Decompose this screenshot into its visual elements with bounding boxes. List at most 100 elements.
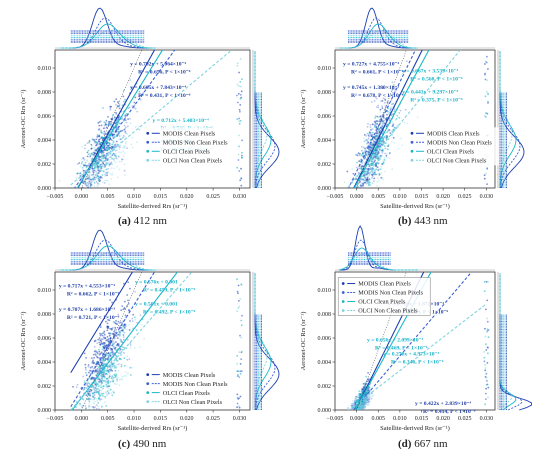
scatter-point: [121, 104, 124, 107]
scatter-point: [81, 167, 84, 169]
scatter-point: [101, 405, 103, 408]
scatter-point: [92, 362, 95, 365]
scatter-point: [374, 124, 376, 126]
scatter-point: [359, 185, 362, 187]
scatter-point: [386, 145, 388, 147]
x-axis-label: Satellite-derived Rrs (sr⁻¹): [380, 425, 450, 432]
scatter-point: [122, 150, 125, 153]
scatter-point: [487, 68, 489, 70]
scatter-point: [391, 140, 393, 143]
scatter-points: [343, 55, 490, 188]
scatter-point: [106, 329, 109, 332]
scatter-point: [112, 332, 115, 335]
scatter-point: [238, 170, 241, 172]
scatter-point: [98, 391, 100, 393]
scatter-point: [372, 394, 375, 397]
scatter-point: [373, 142, 376, 145]
scatter-point: [238, 376, 241, 379]
scatter-point: [363, 405, 366, 408]
scatter-point: [386, 113, 388, 116]
legend-label: MODIS Clean Pixels: [163, 372, 216, 379]
scatter-point: [118, 132, 121, 134]
caption-d: (d) 667 nm: [398, 438, 448, 450]
regression-stats: R² = 0.661, P < 1×10⁻⁶: [351, 70, 404, 76]
scatter-point: [106, 338, 109, 341]
scatter-point: [117, 133, 119, 136]
scatter-point: [118, 103, 121, 106]
scatter-point: [364, 382, 367, 385]
scatter-point: [486, 346, 489, 349]
scatter-point: [101, 377, 103, 380]
scatter-point: [377, 104, 379, 107]
scatter-point: [110, 147, 113, 150]
scatter-point: [90, 183, 93, 186]
scatter-point: [93, 377, 96, 380]
scatter-point: [369, 126, 372, 128]
scatter-point: [122, 336, 125, 338]
scatter-point: [111, 301, 113, 304]
scatter-point: [366, 397, 368, 399]
scatter-point: [123, 375, 126, 377]
scatter-point: [363, 175, 365, 178]
scatter-point: [483, 290, 486, 292]
scatter-point: [113, 167, 116, 170]
scatter-point: [112, 342, 114, 344]
scatter-point: [372, 163, 375, 165]
scatter-point: [359, 402, 362, 405]
scatter-point: [379, 168, 382, 171]
scatter-point: [83, 158, 86, 161]
scatter-point: [485, 60, 487, 63]
scatter-point: [97, 181, 99, 184]
scatter-point: [370, 143, 372, 146]
scatter-point: [115, 135, 118, 137]
scatter-point: [94, 387, 97, 389]
regression-line: [348, 50, 416, 188]
scatter-point: [124, 314, 127, 317]
scatter-point: [90, 372, 93, 375]
scatter-point: [377, 162, 380, 165]
scatter-point: [379, 156, 382, 158]
scatter-point: [381, 152, 384, 154]
scatter-point: [382, 119, 385, 122]
scatter-point: [358, 390, 361, 392]
scatter-point: [373, 100, 376, 102]
scatter-point: [58, 179, 61, 182]
scatter-point: [118, 148, 121, 151]
scatter-point: [126, 372, 129, 375]
scatter-point: [107, 356, 110, 359]
scatter-point: [87, 365, 90, 368]
scatter-point: [88, 394, 91, 397]
scatter-point: [362, 402, 364, 405]
scatter-point: [379, 157, 382, 160]
scatter-point: [360, 166, 363, 168]
scatter-point: [99, 166, 101, 169]
scatter-point: [392, 123, 395, 125]
scatter-point: [95, 388, 98, 390]
scatter-point: [120, 378, 122, 380]
scatter-point: [388, 153, 391, 156]
scatter-point: [94, 353, 97, 356]
scatter-point: [120, 365, 123, 368]
scatter-point: [111, 154, 114, 157]
x-tick-label: 0.030: [480, 416, 494, 422]
scatter-point: [392, 102, 395, 105]
scatter-point: [382, 139, 384, 142]
scatter-point: [365, 409, 368, 410]
scatter-point: [131, 105, 134, 108]
scatter-point: [86, 382, 89, 385]
x-tick-label: −0.005: [327, 416, 344, 422]
legend-marker: [146, 400, 150, 403]
scatter-point: [98, 135, 101, 138]
scatter-point: [112, 376, 115, 379]
scatter-point: [107, 392, 110, 395]
scatter-point: [89, 182, 92, 185]
scatter-point: [104, 346, 107, 349]
scatter-point: [102, 332, 104, 334]
scatter-point: [105, 357, 107, 360]
scatter-point: [113, 364, 116, 367]
scatter-point: [106, 158, 108, 161]
scatter-point: [104, 376, 106, 379]
scatter-point: [100, 152, 102, 155]
scatter-point: [92, 385, 94, 388]
scatter-point: [125, 347, 128, 350]
